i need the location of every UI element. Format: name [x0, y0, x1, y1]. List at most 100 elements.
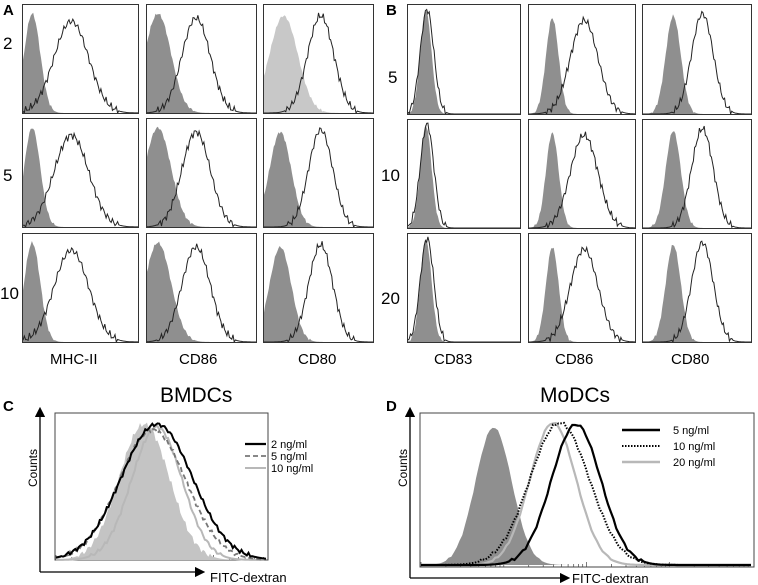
isotype-fill — [147, 241, 256, 342]
chart-c-title: BMDCs — [160, 384, 233, 407]
a-row-label: 2 — [3, 34, 13, 53]
marker-line — [23, 18, 138, 113]
histogram-a-cd86-2 — [146, 4, 257, 114]
marker-line — [643, 125, 751, 228]
marker-line — [643, 10, 751, 114]
isotype-fill — [643, 131, 751, 228]
chart-c-legend-label: 5 ng/ml — [271, 451, 307, 463]
histogram-plot — [264, 127, 373, 227]
marker-line — [529, 131, 635, 228]
b-marker-label: CD83 — [434, 351, 473, 368]
histogram-plot — [23, 12, 138, 113]
chart-c-fill — [56, 422, 266, 560]
histogram-a-cd80-2 — [263, 4, 374, 114]
b-marker-label: CD86 — [555, 351, 594, 368]
isotype-fill — [643, 14, 751, 114]
chart-d-legend-label: 20 ng/ml — [673, 457, 715, 469]
chart-c-legend-label: 10 ng/ml — [271, 463, 313, 475]
marker-line — [408, 122, 520, 228]
histogram-plot — [264, 12, 373, 113]
histogram-b-cd86-20 — [528, 233, 636, 343]
chart-d-legend-label: 5 ng/ml — [673, 425, 709, 437]
histogram-b-cd83-20 — [407, 233, 521, 343]
chart-d-curves — [421, 421, 751, 567]
marker-line — [264, 127, 373, 227]
chart-d-fill — [421, 427, 751, 565]
histogram-b-cd80-5 — [642, 4, 752, 115]
isotype-fill — [23, 128, 138, 227]
histogram-plot — [643, 240, 751, 342]
marker-line — [529, 245, 635, 342]
chart-c-series-2 — [55, 422, 267, 560]
histogram-plot — [147, 126, 256, 227]
histogram-b-cd80-20 — [642, 233, 752, 343]
a-marker-label: CD80 — [298, 351, 337, 368]
histogram-b-cd83-5 — [407, 4, 521, 115]
histogram-a-cd80-10 — [263, 233, 374, 343]
panel-letter-c: C — [3, 398, 14, 415]
chart-d-legend-label: 10 ng/ml — [673, 441, 715, 453]
histogram-a-mhcii-2 — [22, 4, 139, 114]
marker-line — [529, 15, 635, 114]
histogram-a-cd86-10 — [146, 233, 257, 343]
panel-letter-a: A — [3, 2, 14, 19]
panel-letter-b: B — [386, 2, 397, 19]
b-row-label: 10 — [381, 166, 400, 185]
histogram-a-mhcii-5 — [22, 118, 139, 228]
histogram-plot — [529, 131, 635, 228]
b-row-label: 5 — [388, 68, 398, 87]
histogram-b-cd83-10 — [407, 119, 521, 229]
histogram-a-cd86-5 — [146, 118, 257, 228]
chart-d-xlabel: FITC-dextran — [572, 571, 649, 585]
chart-d-frame — [419, 412, 755, 568]
histogram-b-cd86-5 — [528, 4, 636, 115]
histogram-plot — [408, 122, 520, 228]
marker-line — [23, 246, 138, 342]
isotype-fill — [147, 13, 256, 113]
histogram-b-cd80-10 — [642, 119, 752, 229]
marker-line — [147, 15, 256, 113]
marker-line — [147, 243, 256, 342]
a-marker-label: CD86 — [179, 351, 218, 368]
histogram-plot — [264, 241, 373, 342]
a-row-label: 10 — [0, 284, 19, 303]
marker-line — [147, 129, 256, 227]
histogram-plot — [643, 10, 751, 114]
isotype-fill — [529, 247, 635, 342]
histogram-plot — [23, 241, 138, 342]
histogram-a-mhcii-10 — [22, 233, 139, 343]
histogram-a-cd80-5 — [263, 118, 374, 228]
isotype-fill — [147, 126, 256, 227]
histogram-plot — [408, 8, 520, 114]
histogram-plot — [529, 15, 635, 114]
histogram-plot — [529, 245, 635, 342]
isotype-fill — [529, 132, 635, 228]
chart-d-title: MoDCs — [540, 384, 611, 407]
isotype-fill — [408, 124, 520, 228]
isotype-fill — [23, 241, 138, 342]
isotype-fill — [408, 10, 520, 114]
isotype-fill — [264, 246, 373, 342]
marker-line — [23, 131, 138, 227]
a-marker-label: MHC-II — [50, 351, 98, 368]
isotype-fill — [529, 18, 635, 114]
chart-c-xlabel: FITC-dextran — [210, 570, 287, 585]
a-row-label: 5 — [3, 166, 13, 185]
marker-line — [264, 12, 373, 113]
isotype-fill — [408, 239, 520, 342]
histogram-plot — [643, 125, 751, 228]
chart-c-curves — [55, 422, 267, 561]
isotype-fill — [264, 15, 373, 113]
histogram-plot — [147, 13, 256, 113]
b-row-label: 20 — [381, 289, 400, 308]
isotype-fill — [264, 131, 373, 227]
b-marker-label: CD80 — [671, 351, 710, 368]
histogram-plot — [23, 128, 138, 227]
marker-line — [408, 8, 520, 114]
histogram-plot — [408, 236, 520, 342]
histogram-b-cd86-10 — [528, 119, 636, 229]
marker-line — [408, 236, 520, 342]
chart-c-legend-label: 2 ng/ml — [271, 439, 307, 451]
chart-d-series-5 — [421, 423, 751, 567]
